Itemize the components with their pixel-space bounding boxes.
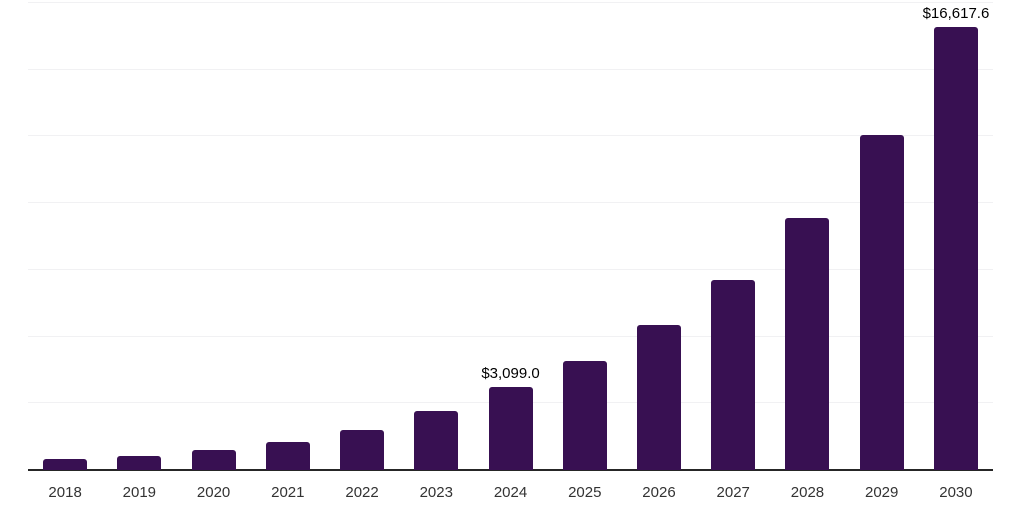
bar-2020[interactable] [191, 450, 236, 470]
bar-2027[interactable] [711, 280, 756, 470]
x-tick-label: 2026 [642, 483, 676, 501]
x-tick-label: 2024 [493, 483, 528, 501]
bar-2026[interactable] [636, 325, 681, 470]
gridline [28, 335, 993, 337]
bar-column: 2023 [399, 0, 473, 512]
bar-2028[interactable] [785, 218, 830, 470]
x-axis-line [28, 469, 993, 471]
x-tick-label: 2030 [939, 483, 973, 501]
x-tick-label: 2022 [345, 483, 379, 501]
data-label: $16,617.6 [922, 4, 990, 22]
bar-2029[interactable] [859, 135, 904, 470]
x-tick-label: 2027 [716, 483, 750, 501]
bar-column: 2025 [548, 0, 622, 512]
bar-column: 2029 [845, 0, 919, 512]
gridline [28, 135, 993, 137]
gridline [28, 2, 993, 3]
bar-column: 2020 [176, 0, 250, 512]
data-label: $3,099.0 [481, 365, 540, 383]
bar-columns: 2018 2019 2020 2021 2022 2023 $3,099.0 2024 2025… [28, 0, 993, 512]
bar-2023[interactable] [414, 411, 459, 470]
bar-column: 2026 [622, 0, 696, 512]
x-tick-label: 2021 [271, 483, 305, 501]
bar-column: $3,099.0 2024 [473, 0, 547, 512]
bar-column: 2018 [28, 0, 102, 512]
bar-2018[interactable] [43, 458, 88, 470]
x-tick-label: 2025 [568, 483, 602, 501]
bar-column: 2028 [770, 0, 844, 512]
bar-2022[interactable] [340, 429, 385, 470]
x-tick-label: 2023 [419, 483, 453, 501]
bar-column: 2027 [696, 0, 770, 512]
bar-column: 2022 [325, 0, 399, 512]
gridline [28, 202, 993, 204]
x-tick-label: 2029 [865, 483, 899, 501]
bar-2019[interactable] [117, 455, 162, 470]
bar-column: 2019 [102, 0, 176, 512]
gridline [28, 68, 993, 70]
x-tick-label: 2019 [122, 483, 157, 501]
bar-column: 2021 [251, 0, 325, 512]
gridline [28, 268, 993, 270]
bar-column: $16,617.6 2030 [919, 0, 993, 512]
x-tick-label: 2028 [790, 483, 825, 501]
x-tick-label: 2018 [48, 483, 82, 501]
bar-2021[interactable] [265, 441, 310, 470]
bar-2025[interactable] [562, 361, 607, 470]
bar-2030[interactable] [933, 26, 978, 470]
x-tick-label: 2020 [196, 483, 231, 501]
bar-2024[interactable] [488, 387, 533, 470]
